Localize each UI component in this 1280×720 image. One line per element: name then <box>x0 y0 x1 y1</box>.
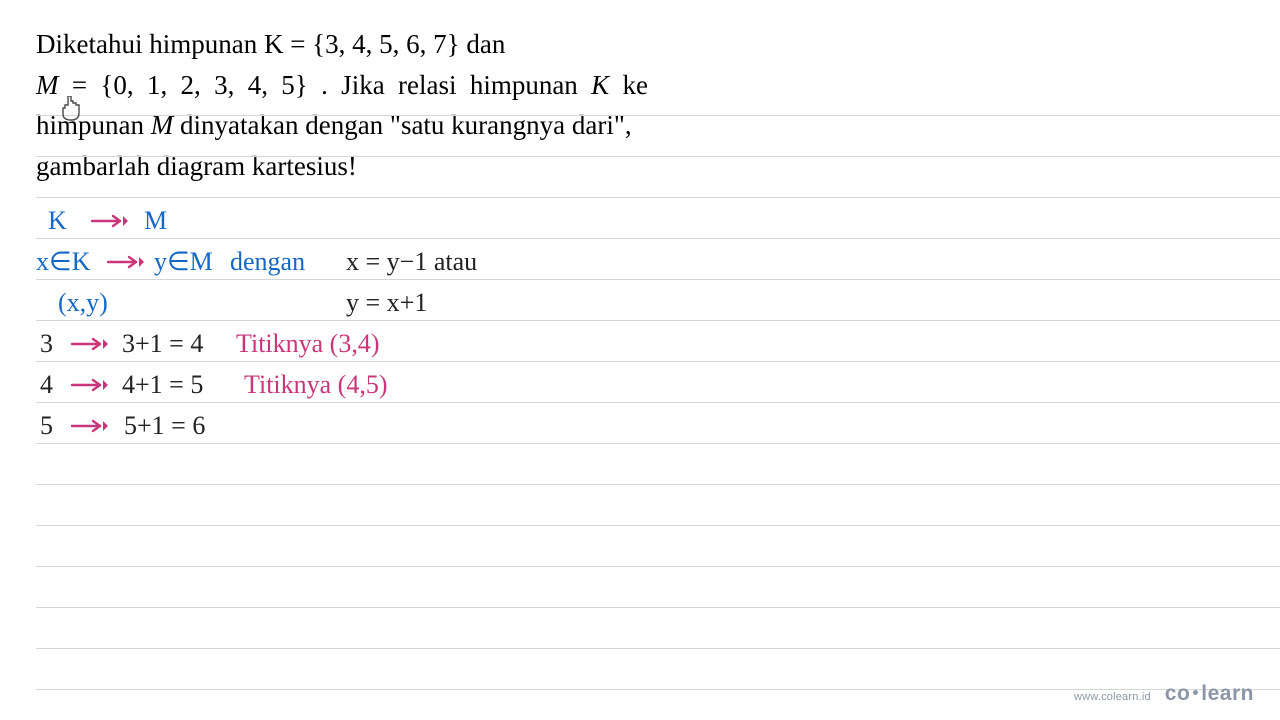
hand-text: dengan <box>230 247 305 277</box>
rule-line <box>36 525 1280 566</box>
rule-line <box>36 197 1280 238</box>
footer-brand: colearn <box>1165 682 1254 706</box>
arrow-icon <box>70 420 110 436</box>
rule-line <box>36 238 1280 279</box>
arrow-icon <box>70 338 110 354</box>
rule-line <box>36 74 1280 115</box>
hand-text: Titiknya (4,5) <box>244 370 388 400</box>
arrow-icon <box>90 215 130 231</box>
arrow-icon <box>106 256 146 272</box>
hand-text: y∈M <box>154 247 213 277</box>
hand-text: Titiknya (3,4) <box>236 329 380 359</box>
ruled-lines <box>36 74 1280 720</box>
hand-text: y = x+1 <box>346 288 427 318</box>
brand-left: co <box>1165 682 1191 705</box>
hand-arrow <box>106 247 146 277</box>
hand-text: x∈K <box>36 247 90 277</box>
rule-line <box>36 279 1280 320</box>
hand-text: (x,y) <box>58 288 108 318</box>
hand-text: 3+1 = 4 <box>122 329 203 359</box>
rule-line <box>36 607 1280 648</box>
rule-line <box>36 115 1280 156</box>
brand-right: learn <box>1201 682 1254 705</box>
footer: www.colearn.id colearn <box>1074 682 1254 706</box>
hand-text: M <box>144 206 167 236</box>
rule-line <box>36 320 1280 361</box>
rule-line <box>36 484 1280 525</box>
arrow-icon <box>70 379 110 395</box>
hand-text: 5+1 = 6 <box>124 411 205 441</box>
hand-arrow <box>70 370 110 400</box>
footer-url: www.colearn.id <box>1074 691 1151 703</box>
brand-dot-icon <box>1193 690 1198 695</box>
rule-line <box>36 156 1280 197</box>
rule-line <box>36 402 1280 443</box>
hand-arrow <box>70 329 110 359</box>
rule-line <box>36 443 1280 484</box>
hand-text: 4+1 = 5 <box>122 370 203 400</box>
rule-line <box>36 566 1280 607</box>
hand-text: 5 <box>40 411 53 441</box>
hand-arrow <box>90 206 130 236</box>
rule-line <box>36 361 1280 402</box>
hand-text: x = y−1 atau <box>346 247 477 277</box>
hand-arrow <box>70 411 110 441</box>
page: Diketahui himpunan K = {3, 4, 5, 6, 7} d… <box>0 0 1280 720</box>
problem-line-1: Diketahui himpunan K = {3, 4, 5, 6, 7} d… <box>36 24 648 65</box>
hand-text: 3 <box>40 329 53 359</box>
hand-text: K <box>48 206 67 236</box>
hand-text: 4 <box>40 370 53 400</box>
